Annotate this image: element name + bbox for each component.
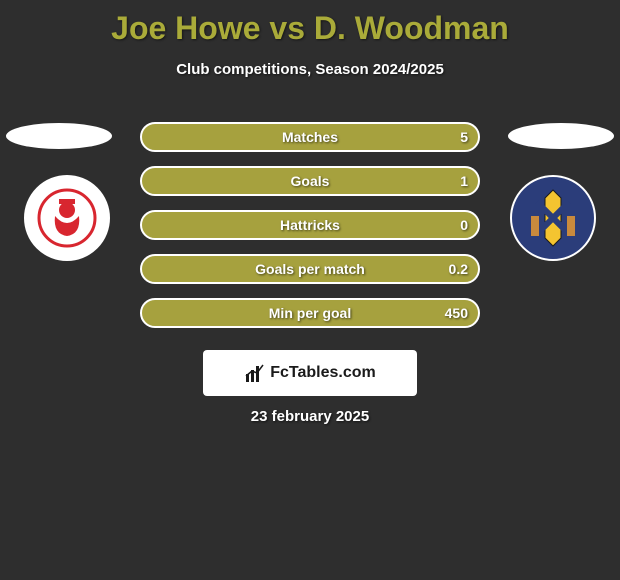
stats-bars: Matches 5 Goals 1 Hattricks 0 Goals per …: [140, 122, 480, 342]
stat-label: Goals: [291, 173, 330, 189]
king-icon: [35, 186, 99, 250]
stat-bar: Goals 1: [140, 166, 480, 196]
date-text: 23 february 2025: [0, 408, 620, 425]
stat-bar: Goals per match 0.2: [140, 254, 480, 284]
saltire-icon: [521, 186, 585, 250]
stat-value: 450: [445, 305, 468, 321]
stat-value: 5: [460, 129, 468, 145]
left-marker-oval: [6, 123, 112, 149]
brand-box: FcTables.com: [203, 350, 417, 396]
chart-icon: [244, 362, 266, 384]
right-team-crest: [510, 175, 596, 261]
stat-label: Matches: [282, 129, 338, 145]
stat-label: Hattricks: [280, 217, 340, 233]
stat-value: 0.2: [449, 261, 468, 277]
page-title: Joe Howe vs D. Woodman: [0, 0, 620, 47]
stat-bar: Min per goal 450: [140, 298, 480, 328]
stat-value: 1: [460, 173, 468, 189]
stat-label: Goals per match: [255, 261, 365, 277]
stat-value: 0: [460, 217, 468, 233]
stat-label: Min per goal: [269, 305, 351, 321]
stat-bar: Matches 5: [140, 122, 480, 152]
brand-text: FcTables.com: [270, 364, 376, 382]
right-marker-oval: [508, 123, 614, 149]
brand-prefix: Fc: [270, 364, 289, 381]
subtitle: Club competitions, Season 2024/2025: [0, 61, 620, 78]
stat-bar: Hattricks 0: [140, 210, 480, 240]
brand-suffix: Tables.com: [289, 364, 376, 381]
infographic-root: Joe Howe vs D. Woodman Club competitions…: [0, 0, 620, 580]
left-team-crest: [24, 175, 110, 261]
